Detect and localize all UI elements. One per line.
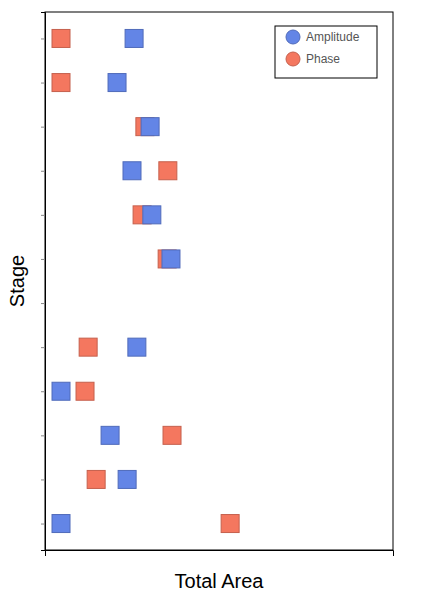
y-axis <box>41 13 46 551</box>
y-tick <box>41 38 45 39</box>
y-tick-mark <box>41 171 45 172</box>
marker <box>52 74 70 92</box>
y-axis-line <box>41 13 46 551</box>
y-tick <box>41 259 45 260</box>
y-axis-title: Stage <box>6 255 28 307</box>
marker <box>141 118 159 136</box>
marker <box>118 470 136 488</box>
legend-label: Phase <box>306 52 340 66</box>
legend-box <box>275 26 377 78</box>
y-tick <box>41 127 45 128</box>
y-tick <box>41 171 45 172</box>
marker <box>52 515 70 533</box>
y-tick-mark <box>41 347 45 348</box>
y-tick <box>41 83 45 84</box>
y-tick-mark <box>41 524 45 525</box>
marker <box>87 470 105 488</box>
legend-marker <box>286 52 300 66</box>
marker <box>162 250 180 268</box>
marker <box>52 29 70 47</box>
marker <box>52 382 70 400</box>
legend-marker <box>286 30 300 44</box>
y-tick-mark <box>41 127 45 128</box>
y-tick-mark <box>41 391 45 392</box>
marker <box>143 206 161 224</box>
marker <box>125 29 143 47</box>
y-tick <box>41 435 45 436</box>
legend: Amplitude Phase <box>275 26 377 78</box>
x-axis-line <box>46 551 394 557</box>
plot <box>41 12 394 556</box>
marker <box>76 382 94 400</box>
marker <box>128 338 146 356</box>
marker <box>159 162 177 180</box>
marker <box>221 515 239 533</box>
marker <box>79 338 97 356</box>
y-tick <box>41 303 45 304</box>
y-tick <box>41 479 45 480</box>
y-tick-mark <box>41 479 45 480</box>
marker <box>101 426 119 444</box>
y-tick-mark <box>41 303 45 304</box>
marker <box>108 74 126 92</box>
marker <box>163 426 181 444</box>
y-tick-mark <box>41 259 45 260</box>
plot-frame <box>45 12 393 550</box>
y-tick <box>41 215 45 216</box>
series-1 <box>52 29 239 532</box>
y-tick-mark <box>41 215 45 216</box>
x-axis <box>46 551 394 557</box>
y-tick <box>41 391 45 392</box>
marker <box>123 162 141 180</box>
chart: Total Area Stage Amplitude Phase <box>0 0 425 603</box>
marks <box>52 29 239 532</box>
y-tick <box>41 347 45 348</box>
y-tick-mark <box>41 83 45 84</box>
y-tick-mark <box>41 435 45 436</box>
legend-label: Amplitude <box>306 30 360 44</box>
y-tick-mark <box>41 38 45 39</box>
y-tick <box>41 524 45 525</box>
series-0 <box>52 29 180 532</box>
x-axis-title: Total Area <box>175 570 265 592</box>
